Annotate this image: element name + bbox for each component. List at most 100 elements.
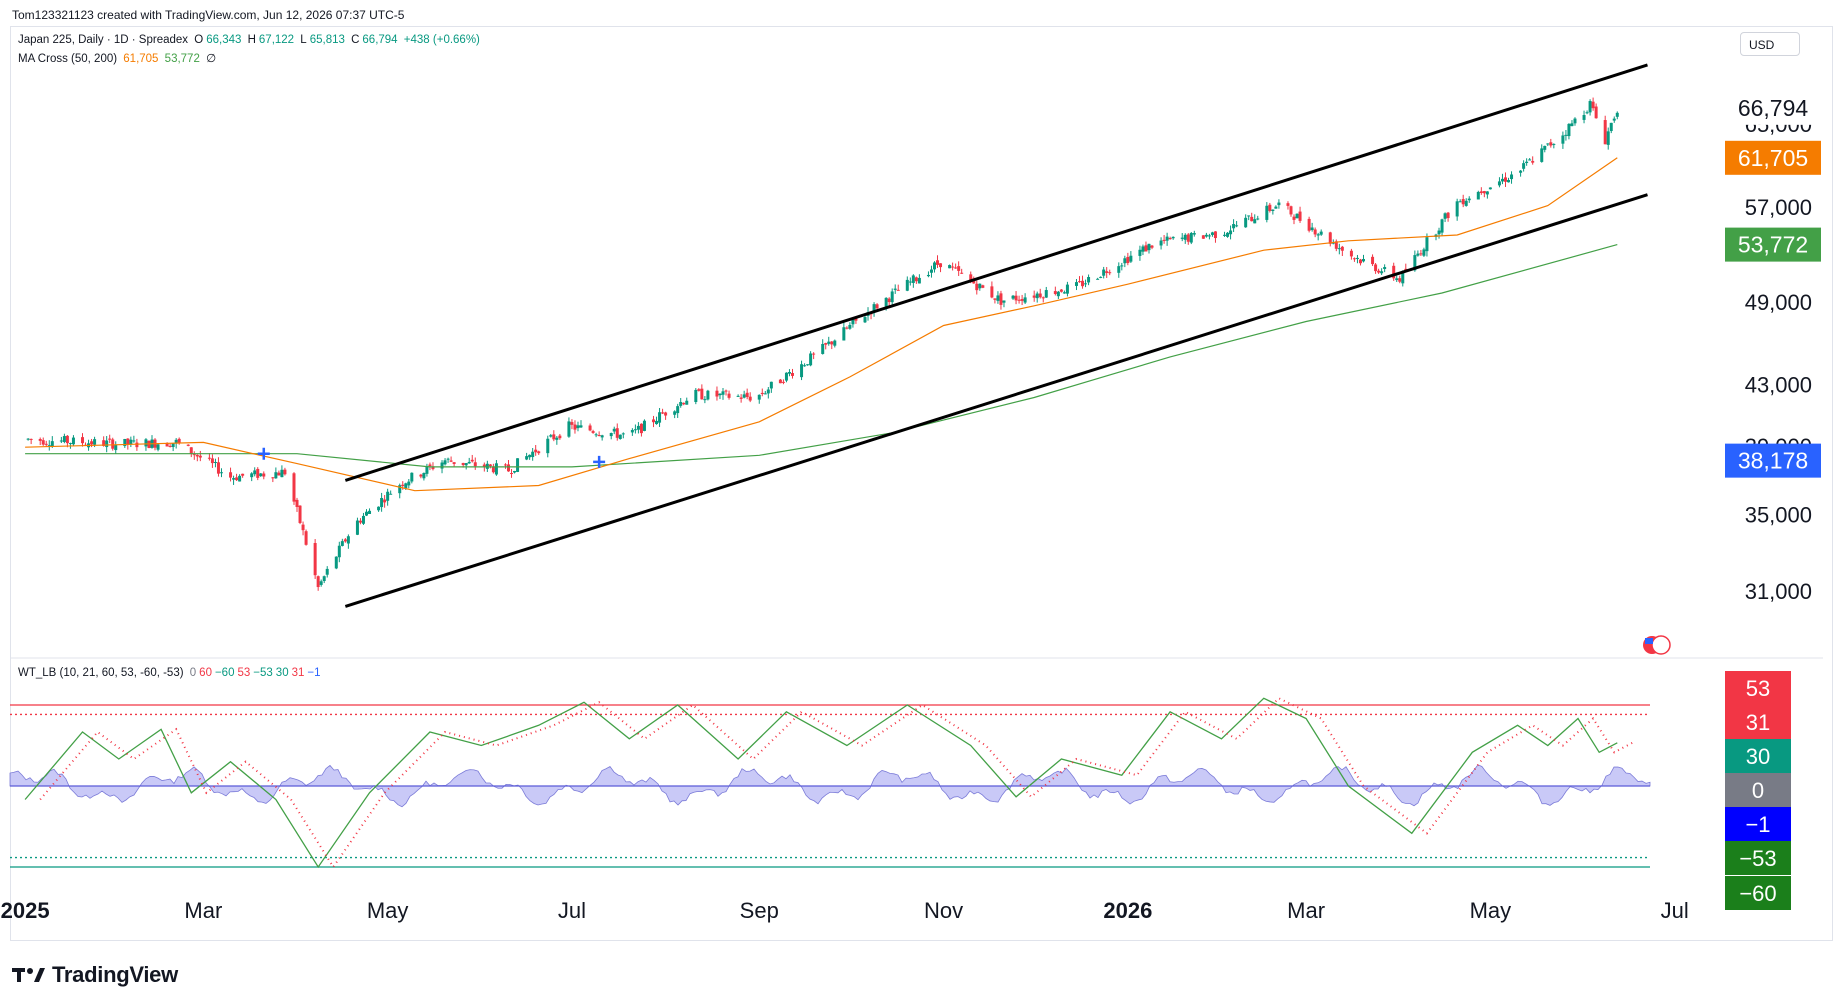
channel-lower-line[interactable] [344,193,1648,608]
time-axis-label[interactable]: May [1470,898,1512,923]
candle-body [1065,284,1069,294]
candle-body [954,267,958,269]
candle-body [842,327,846,341]
candle-body [790,373,794,376]
tradingview-logo[interactable]: TradingView [12,962,178,988]
currency-selector[interactable]: USD [1740,32,1800,56]
candle-body [1528,159,1532,161]
candle-body [1500,178,1504,182]
time-axis-label[interactable]: 2025 [1,898,50,923]
candle-body [343,539,347,542]
candle-body [71,437,75,445]
candle-body [1292,216,1296,220]
candle-body [274,472,278,479]
legend-high-label: H [247,34,256,46]
candle-body [29,438,33,440]
candle-body [1358,259,1362,264]
candle-body [1510,174,1514,180]
osc-badge-label: −53 [1739,846,1776,871]
candle-body [1591,101,1595,109]
price-axis-label[interactable]: 43,000 [1745,373,1812,398]
candle-body [404,483,408,489]
candle-body [304,531,308,545]
candle-body [854,318,858,321]
candle-body [1337,248,1341,250]
candle-body [1531,160,1535,163]
legend-wt-value: −1 [307,667,321,679]
candle-body [833,340,837,346]
candle-body [90,441,94,445]
time-axis-label[interactable]: Mar [1287,898,1325,923]
candle-body [256,468,260,478]
time-axis-label[interactable]: Sep [740,898,779,923]
candle-body [896,289,900,291]
candle-body [210,458,214,464]
time-axis-label[interactable]: Jul [1661,898,1689,923]
legend-ma-title[interactable]: MA Cross (50, 200) [18,53,118,65]
candle-body [1062,292,1066,294]
candle-body [1507,180,1511,183]
price-axis-label[interactable]: 31,000 [1745,579,1812,604]
legend-high-value: 67,122 [258,34,295,46]
candle-body [597,435,601,437]
candle-body [706,390,710,400]
candle-body [579,425,583,428]
candle-body [576,425,580,429]
channel-upper-line[interactable] [344,63,1648,482]
candle-body [410,472,414,482]
candle-body [914,277,918,282]
candle-body [875,304,879,309]
price-axis-label[interactable]: 35,000 [1745,502,1812,527]
time-axis-label[interactable]: Nov [924,898,963,923]
candle-body [1295,213,1299,219]
time-axis-label[interactable]: Jul [558,898,586,923]
candle-body [1250,216,1254,222]
candle-body [1020,299,1024,301]
candle-body [271,477,275,479]
candle-body [1123,258,1127,264]
candle-body [1223,234,1227,236]
candle-body [932,262,936,270]
candle-body [1232,224,1236,229]
time-axis-label[interactable]: May [367,898,409,923]
candle-body [361,515,365,524]
price-axis-label[interactable]: 49,000 [1745,290,1812,315]
osc-badge-label: 53 [1746,676,1770,701]
candle-body [1277,202,1281,206]
candle-body [978,283,982,289]
time-axis-label[interactable]: Mar [184,898,222,923]
candle-body [461,462,465,466]
time-axis-label[interactable]: 2026 [1103,898,1152,923]
candle-body [1371,256,1375,265]
legend-low-value: 65,813 [309,34,345,46]
candle-body [1552,143,1556,145]
candle-body [44,443,48,445]
price-axis-label[interactable]: 57,000 [1745,195,1812,220]
price-badge [1725,90,1821,125]
candle-body [440,462,444,469]
legend-wt-row: WT_LB (10, 21, 60, 53, -60, -53) 0 60 −60 5… [18,667,327,679]
candle-body [787,372,791,374]
legend-symbol[interactable]: Japan 225, Daily · 1D · Spreadex [18,34,189,46]
candle-body [1253,219,1257,224]
candle-body [981,285,985,288]
legend-wt-title[interactable]: WT_LB (10, 21, 60, 53, -60, -53) [18,667,184,679]
candle-body [1096,278,1100,280]
candle-body [573,424,577,430]
candle-body [129,439,133,445]
osc-badge [1725,671,1791,705]
candle-body [1210,232,1214,235]
candle-body [301,524,305,531]
candle-body [975,283,979,291]
candle-body [1289,206,1293,215]
candle-body [948,265,952,269]
candle-body [1567,123,1571,137]
candle-body [1328,232,1332,244]
candle-body [1144,245,1148,252]
legend-wt-values: 0 60 −60 53 −53 30 31 −1 [190,667,324,679]
candle-body [555,437,559,440]
candle-body [1056,291,1060,297]
candle-body [742,394,746,398]
candle-body [50,441,54,447]
